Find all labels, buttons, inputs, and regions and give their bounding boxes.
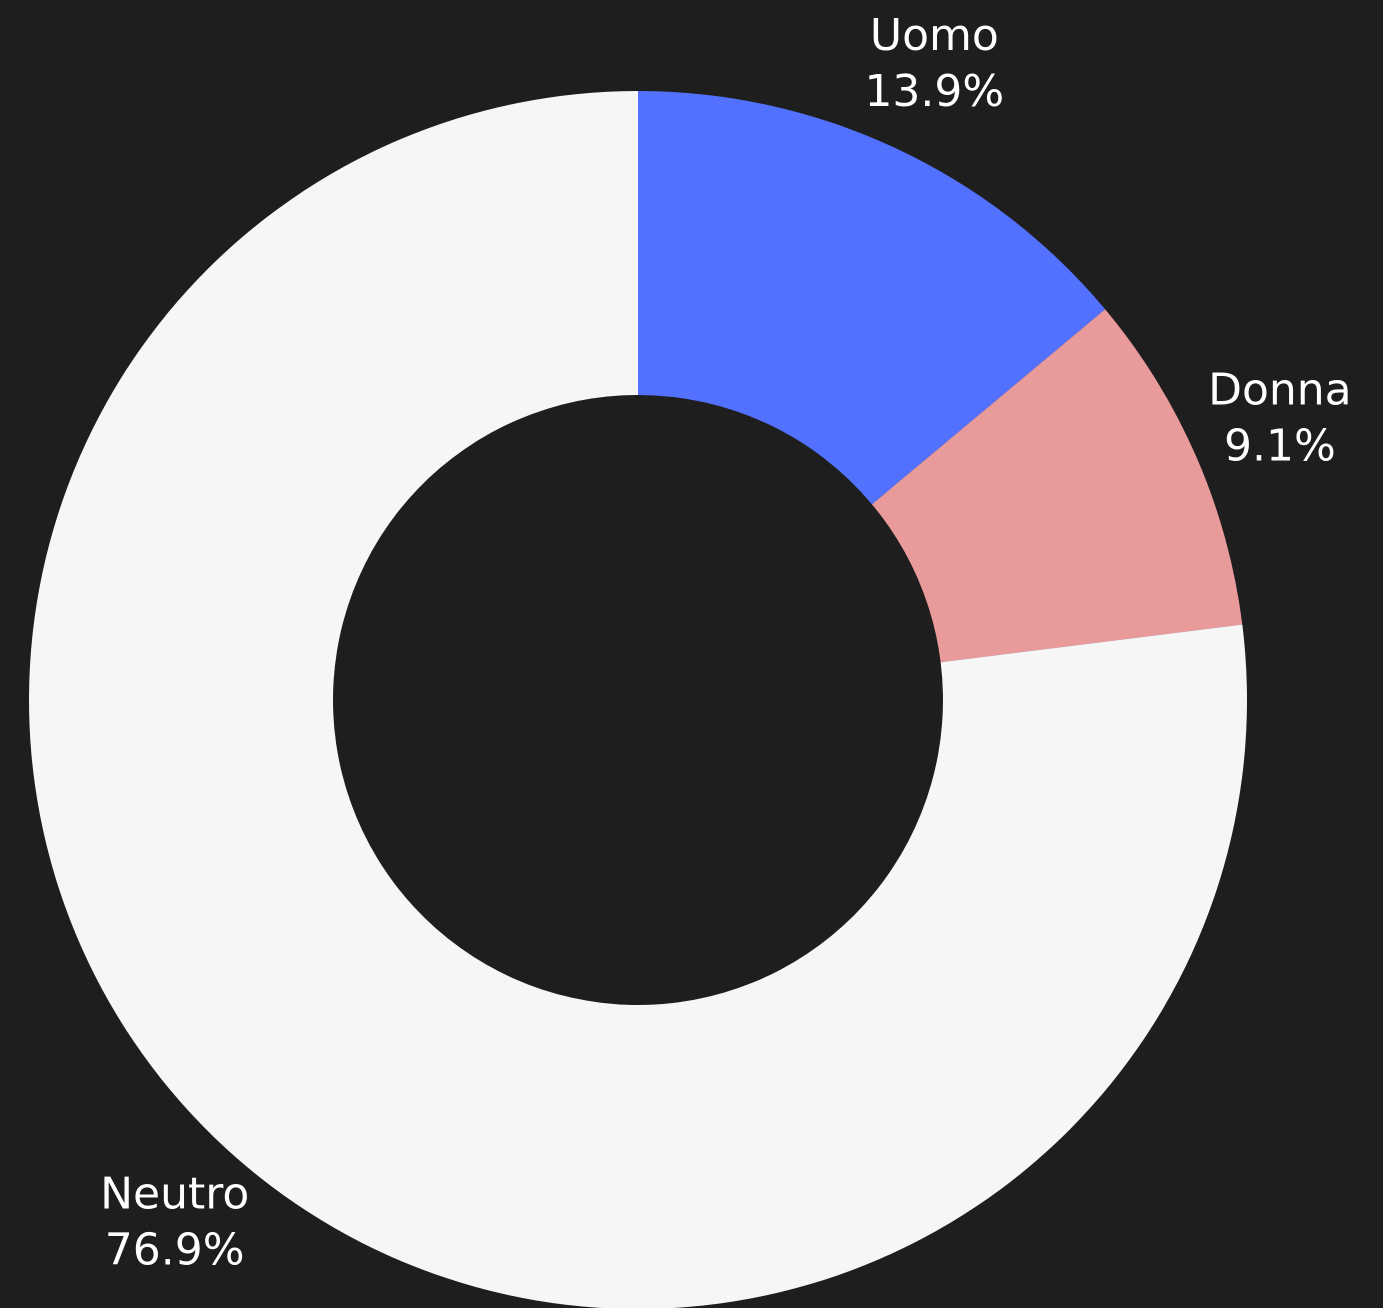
slice-label: Uomo [870, 10, 999, 61]
slice-label: Donna [1208, 365, 1352, 416]
value-label: 76.9% [105, 1225, 245, 1276]
value-label: 13.9% [864, 66, 1004, 117]
slice [29, 91, 1247, 1308]
slice [638, 91, 1106, 505]
value-label: 9.1% [1224, 421, 1336, 472]
slice-label: Neutro [100, 1169, 249, 1220]
slice [871, 309, 1243, 663]
